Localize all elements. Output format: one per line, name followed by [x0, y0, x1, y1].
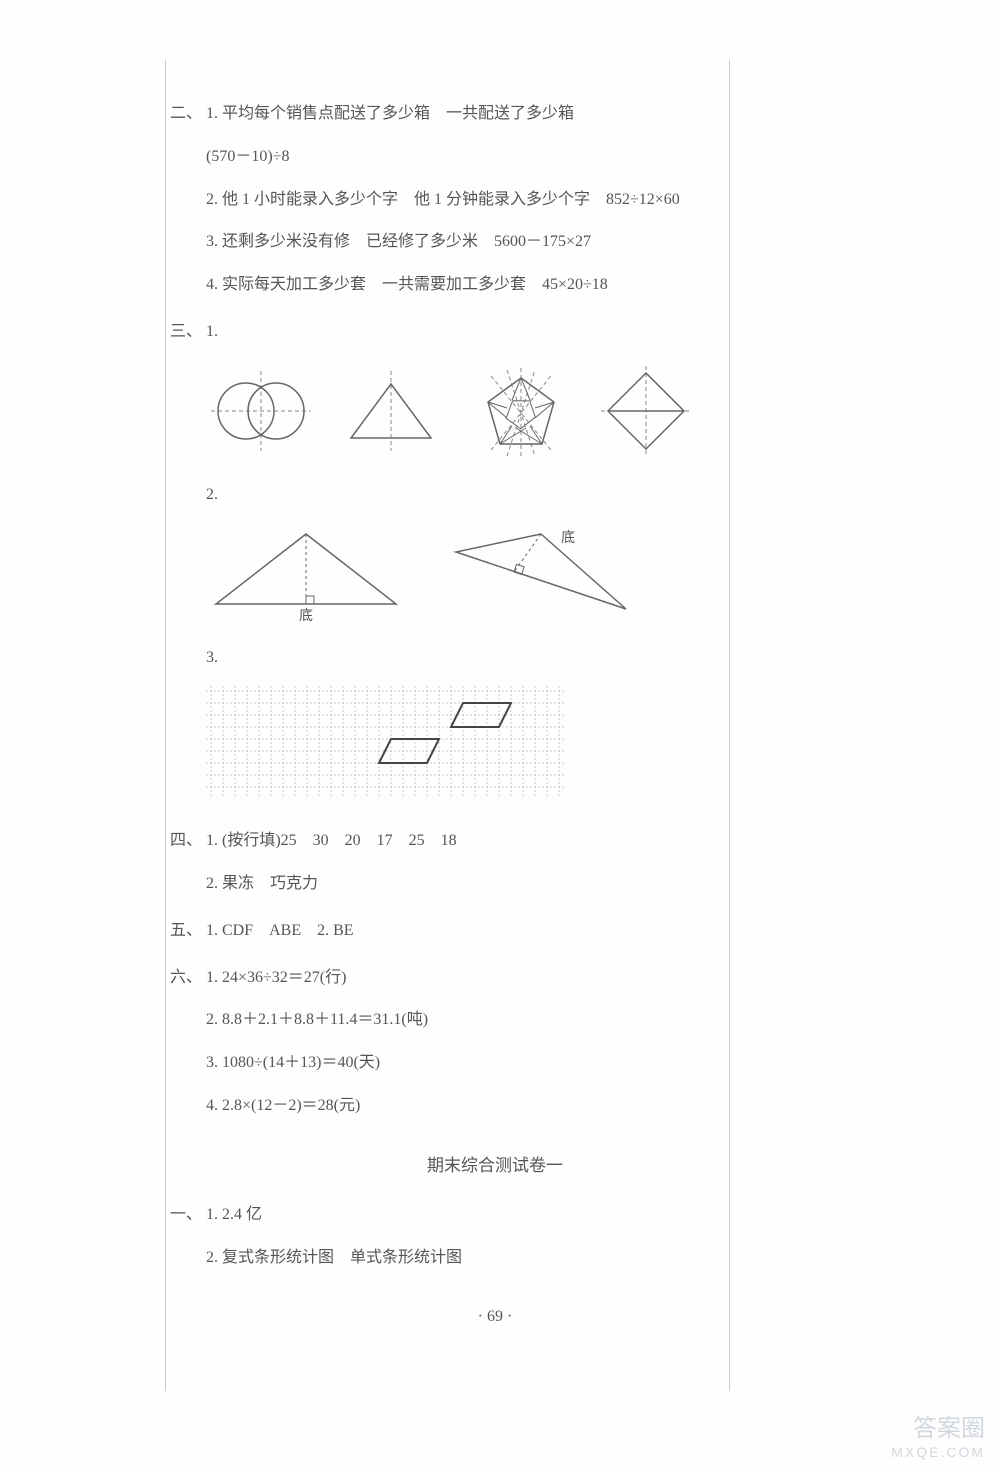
section-2: 二、 1. 平均每个销售点配送了多少箱 一共配送了多少箱 (570－10)÷8 … — [170, 100, 820, 300]
item-text: 果冻 巧克力 — [222, 875, 318, 892]
item-text: 2.8×(12－2)＝28(元) — [222, 1097, 360, 1114]
section-2-item-1-formula: (570－10)÷8 — [170, 143, 820, 172]
item-text: (按行填)25 30 20 17 25 18 — [222, 832, 457, 849]
item-num: 3. — [206, 233, 218, 250]
item-text: 实际每天加工多少套 一共需要加工多少套 45×20÷18 — [222, 276, 608, 293]
item-text: 8.8＋2.1＋8.8＋11.4＝31.1(吨) — [222, 1011, 428, 1028]
triangle-symmetry-diagram — [336, 366, 446, 456]
section-2-item-1: 二、 1. 平均每个销售点配送了多少箱 一共配送了多少箱 — [170, 100, 820, 129]
item-num: 3. — [206, 649, 218, 666]
section-6-item-3: 3. 1080÷(14＋13)＝40(天) — [170, 1049, 820, 1078]
section-5: 五、 1. CDF ABE 2. BE — [170, 917, 820, 946]
item-text: 平均每个销售点配送了多少箱 一共配送了多少箱 — [222, 105, 574, 122]
item-num: 2. — [206, 875, 218, 892]
watermark-line1: 答案圈 — [891, 1415, 985, 1444]
triangle-height-diagrams: 底 底 — [206, 524, 820, 624]
item-num: 1. — [206, 105, 218, 122]
pentagon-star-diagram — [466, 361, 576, 461]
page-content: 二、 1. 平均每个销售点配送了多少箱 一共配送了多少箱 (570－10)÷8 … — [0, 0, 1000, 1392]
item-num: 1. — [206, 832, 218, 849]
section-4-item-2: 2. 果冻 巧克力 — [170, 870, 820, 899]
section-6-item-2: 2. 8.8＋2.1＋8.8＋11.4＝31.1(吨) — [170, 1006, 820, 1035]
item-num: 3. — [206, 1054, 218, 1071]
section-3: 三、 1. — [170, 318, 820, 807]
dot-grid-parallelogram — [206, 686, 820, 807]
watermark-line2: MXQE.COM — [891, 1444, 985, 1461]
section-2-item-2: 2. 他 1 小时能录入多少个字 他 1 分钟能录入多少个字 852÷12×60 — [170, 186, 820, 215]
item-text: 2.4 亿 — [222, 1206, 262, 1223]
section-6-item-1: 六、 1. 24×36÷32＝27(行) — [170, 964, 820, 993]
base-label: 底 — [299, 608, 313, 624]
item-text: 还剩多少米没有修 已经修了多少米 5600－175×27 — [222, 233, 591, 250]
section-1n-label: 一、 — [170, 1201, 206, 1230]
item-num: 2. — [206, 1011, 218, 1028]
item-num: 1. — [206, 922, 218, 939]
triangle-height-2: 底 — [446, 524, 636, 624]
item-text: CDF ABE 2. BE — [222, 922, 354, 939]
item-text: 24×36÷32＝27(行) — [222, 969, 346, 986]
item-num: 2. — [206, 486, 218, 503]
section-4-item-1: 四、 1. (按行填)25 30 20 17 25 18 — [170, 827, 820, 856]
symmetry-diagrams — [206, 361, 820, 461]
diamond-diagram — [596, 361, 696, 461]
section-2-item-4: 4. 实际每天加工多少套 一共需要加工多少套 45×20÷18 — [170, 271, 820, 300]
item-num: 2. — [206, 1249, 218, 1266]
section-6-label: 六、 — [170, 964, 206, 993]
section-4-label: 四、 — [170, 827, 206, 856]
page-number: · 69 · — [170, 1303, 820, 1332]
item-num: 1. — [206, 1206, 218, 1223]
section-3-item-3: 3. — [170, 644, 820, 673]
section-4: 四、 1. (按行填)25 30 20 17 25 18 2. 果冻 巧克力 — [170, 827, 820, 899]
section-5-item-1: 五、 1. CDF ABE 2. BE — [170, 917, 820, 946]
section-1n-item-1: 一、 1. 2.4 亿 — [170, 1201, 820, 1230]
section-1n-item-2: 2. 复式条形统计图 单式条形统计图 — [170, 1244, 820, 1273]
item-num: 2. — [206, 191, 218, 208]
watermark: 答案圈 MXQE.COM — [891, 1415, 985, 1461]
base-label-top: 底 — [561, 530, 575, 546]
item-text: 1080÷(14＋13)＝40(天) — [222, 1054, 380, 1071]
triangle-height-1: 底 — [206, 524, 406, 624]
item-num: 1. — [206, 969, 218, 986]
item-num: 1. — [206, 318, 218, 347]
item-text: 复式条形统计图 单式条形统计图 — [222, 1249, 462, 1266]
section-3-item-2: 2. — [170, 481, 820, 510]
item-num: 4. — [206, 1097, 218, 1114]
section-2-item-3: 3. 还剩多少米没有修 已经修了多少米 5600－175×27 — [170, 228, 820, 257]
section-3-item-1: 三、 1. — [170, 318, 820, 347]
section-2-label: 二、 — [170, 100, 206, 129]
section-6: 六、 1. 24×36÷32＝27(行) 2. 8.8＋2.1＋8.8＋11.4… — [170, 964, 820, 1121]
section-3-label: 三、 — [170, 318, 206, 347]
two-circles-diagram — [206, 366, 316, 456]
item-text: 他 1 小时能录入多少个字 他 1 分钟能录入多少个字 852÷12×60 — [222, 191, 680, 208]
next-test-title: 期末综合测试卷一 — [170, 1151, 820, 1182]
section-6-item-4: 4. 2.8×(12－2)＝28(元) — [170, 1092, 820, 1121]
section-5-label: 五、 — [170, 917, 206, 946]
item-num: 4. — [206, 276, 218, 293]
section-1-next: 一、 1. 2.4 亿 2. 复式条形统计图 单式条形统计图 — [170, 1201, 820, 1273]
